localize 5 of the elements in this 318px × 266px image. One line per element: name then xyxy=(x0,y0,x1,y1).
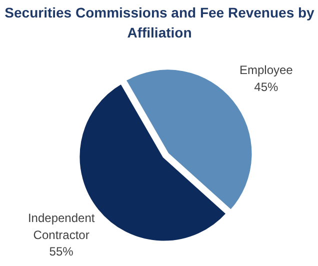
chart-title: Securities Commissions and Fee Revenues by Affiliation xyxy=(4,4,315,41)
data-label: 45% xyxy=(254,80,279,94)
slice-label: Employee xyxy=(239,63,294,78)
slice-label: Independent Contractor xyxy=(28,211,96,242)
data-label: 55% xyxy=(49,244,74,259)
